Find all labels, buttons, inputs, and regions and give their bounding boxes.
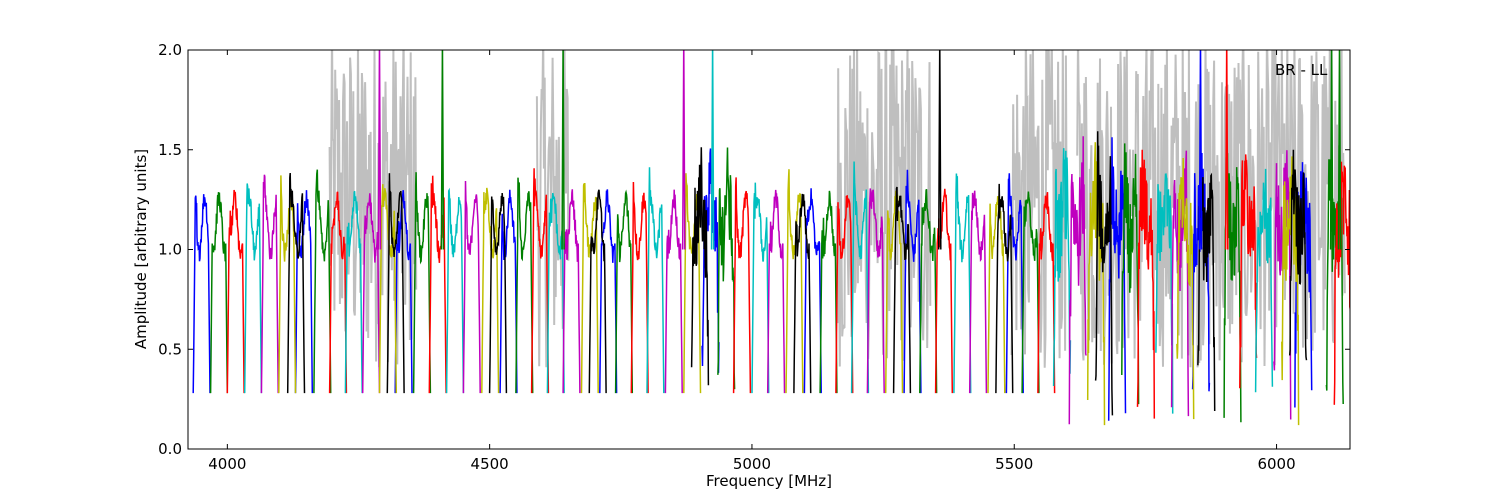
- series-7-band-line: [995, 183, 1014, 394]
- series-3-band-line: [732, 177, 752, 394]
- series-6-band-line: [580, 182, 599, 394]
- series-3-band-line: [226, 189, 245, 394]
- series-7-band-line: [488, 192, 508, 394]
- series-3-band-line: [328, 191, 348, 394]
- x-tick-label: 4500: [471, 455, 509, 473]
- spike-line: [377, 50, 382, 250]
- series-7-band-line: [892, 186, 912, 394]
- series-7-band-line: [793, 193, 812, 394]
- series-1-band-line: [394, 190, 413, 394]
- series-5-band-line: [1170, 150, 1190, 417]
- series-1-band-line: [803, 188, 822, 394]
- series-5-band-line: [462, 180, 481, 394]
- series-3-band-line: [1333, 161, 1350, 405]
- y-tick-label: 0.0: [158, 440, 182, 458]
- y-axis: 0.0 0.5 1.0 1.5 2.0: [158, 41, 1350, 458]
- series-2-band-line: [819, 190, 838, 394]
- series-2-band-line: [1021, 191, 1040, 394]
- y-tick-label: 1.0: [158, 241, 182, 259]
- series-layer: [192, 50, 1350, 426]
- series-2-band-line: [717, 147, 736, 390]
- series-4-band-line: [1155, 173, 1174, 414]
- series-2-band-line: [1121, 143, 1140, 405]
- series-2-band-line: [313, 169, 332, 394]
- series-7-band-line: [386, 173, 405, 394]
- series-6-band-line: [987, 195, 1006, 394]
- series-4-band-line: [1052, 148, 1072, 387]
- series-4-band-line: [953, 173, 972, 394]
- series-1-band-line: [192, 194, 211, 394]
- series-6-band-line: [1176, 157, 1195, 420]
- series-5-band-line: [866, 188, 885, 394]
- series-6-band-line: [884, 190, 904, 394]
- series-3-band-line: [1136, 149, 1156, 419]
- y-tick-label: 1.5: [158, 141, 182, 159]
- x-axis-label: Frequency [MHz]: [706, 472, 832, 490]
- series-2-band-line: [614, 189, 634, 394]
- spike-line: [710, 50, 715, 250]
- y-axis-label: Amplitude [arbitrary units]: [132, 149, 150, 349]
- series-6-band-line: [378, 184, 398, 394]
- spike-line: [561, 50, 565, 250]
- series-7-band-line: [286, 172, 306, 394]
- series-2-band-line: [412, 172, 432, 394]
- series-3-band-line: [835, 195, 854, 394]
- x-tick-label: 5000: [733, 455, 771, 473]
- series-2-band-line: [919, 188, 938, 394]
- series-5-band-line: [1068, 136, 1087, 425]
- spike-line: [1198, 50, 1203, 250]
- series-4-band-line: [850, 161, 870, 394]
- series-3-band-line: [1239, 154, 1258, 389]
- series-6-band-line: [481, 187, 500, 394]
- y-tick-label: 0.5: [158, 340, 182, 358]
- spike-line: [1337, 50, 1342, 250]
- series-1-band-line: [499, 189, 518, 394]
- series-4-band-line: [751, 182, 770, 394]
- series-5-band-line: [766, 189, 786, 394]
- series-5-band-line: [664, 189, 683, 394]
- series-4-band-line: [546, 192, 565, 394]
- baseline-annotation: BR - LL: [1275, 61, 1328, 79]
- series-4-band-line: [445, 187, 465, 394]
- series-3-band-line: [630, 181, 649, 394]
- series-4-band-line: [243, 183, 263, 394]
- series-5-band-line: [260, 174, 279, 394]
- spike-line: [440, 50, 445, 250]
- series-3-band-line: [530, 168, 550, 394]
- series-4-band-line: [646, 167, 665, 394]
- spike-line: [1224, 50, 1229, 250]
- series-1-band-line: [1005, 173, 1024, 394]
- series-5-band-line: [562, 189, 581, 394]
- x-tick-label: 5500: [995, 455, 1033, 473]
- series-1-band-line: [903, 169, 922, 394]
- series-4-band-line: [344, 190, 363, 394]
- spike-line: [681, 50, 686, 250]
- series-7-band-line: [588, 189, 607, 394]
- series-7-band-line: [1288, 149, 1308, 361]
- series-5-band-line: [361, 193, 381, 394]
- series-6-band-line: [785, 169, 804, 394]
- series-2-band-line: [209, 192, 229, 394]
- y-tick-label: 2.0: [158, 41, 182, 59]
- series-2-band-line: [515, 177, 534, 394]
- series-4-band-line: [1254, 168, 1274, 393]
- x-tick-label: 6000: [1257, 455, 1295, 473]
- series-5-band-line: [968, 190, 988, 394]
- series-3-band-line: [1037, 191, 1056, 394]
- series-6-band-line: [1281, 156, 1300, 426]
- x-tick-label: 4000: [208, 455, 246, 473]
- series-7-band-line: [1094, 131, 1114, 416]
- series-1-band-line: [294, 190, 314, 394]
- series-7-band-line: [690, 147, 710, 386]
- spike-line: [1329, 50, 1334, 250]
- spike-line: [937, 50, 942, 250]
- series-1-band-line: [599, 189, 618, 394]
- x-axis: 4000 4500 5000 5500 6000: [208, 50, 1296, 473]
